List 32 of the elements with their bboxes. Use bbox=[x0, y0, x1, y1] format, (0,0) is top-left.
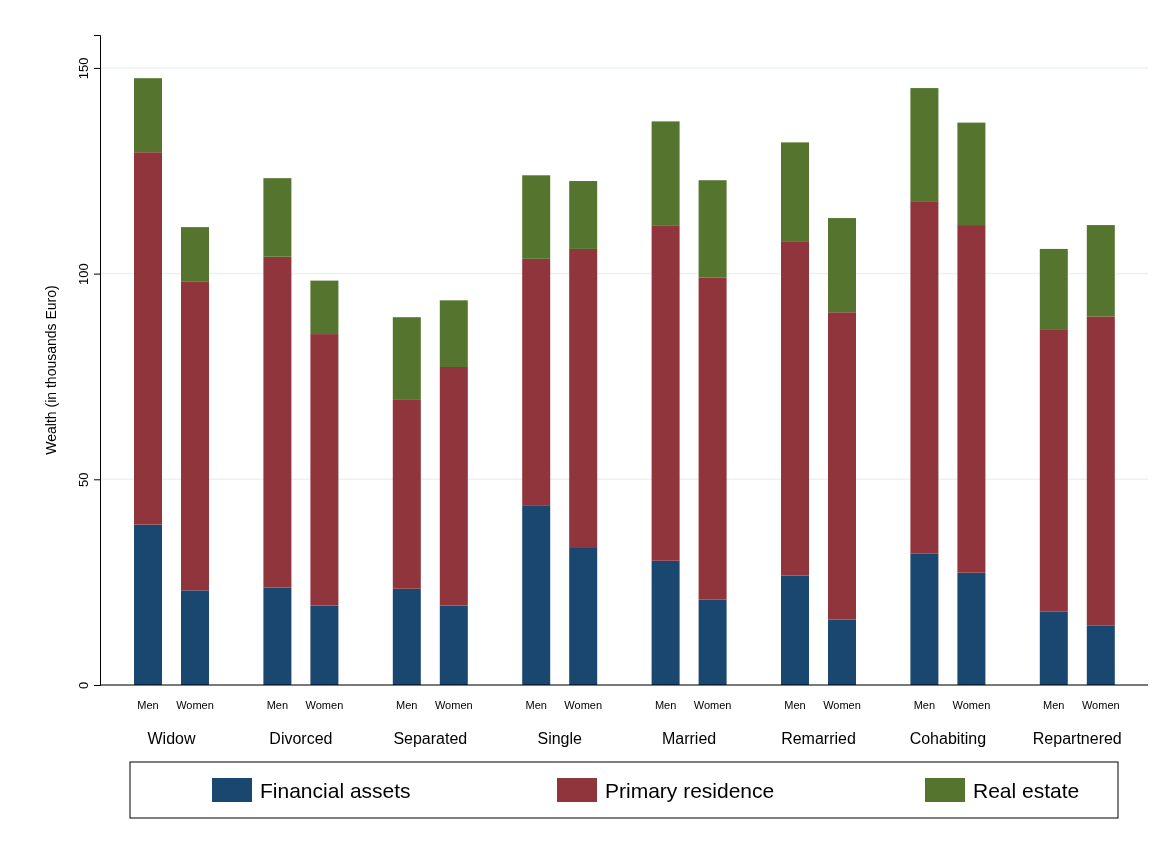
x-tick-label: Women bbox=[693, 699, 732, 711]
x-tick-label: Women bbox=[176, 699, 214, 711]
text: Remarried bbox=[781, 730, 856, 747]
y-tick-label: 50 bbox=[76, 472, 91, 488]
text: Divorced bbox=[269, 730, 333, 747]
text: Separated bbox=[393, 730, 468, 747]
x-tick-label: Men bbox=[137, 699, 159, 711]
x-tick-label: Women bbox=[952, 699, 991, 711]
legend-label: Real estate bbox=[973, 779, 1080, 802]
y-axis-title: Wealth (in thousands Euro) bbox=[43, 285, 59, 455]
x-tick-label: Men bbox=[913, 699, 936, 711]
x-tick-label: Women bbox=[305, 699, 344, 711]
y-tick-label: 100 bbox=[76, 263, 91, 285]
x-tick-label: Men bbox=[525, 699, 547, 711]
x-tick-label: Women bbox=[1081, 699, 1120, 711]
y-tick-label: 0 bbox=[76, 681, 91, 690]
x-tick-label: Women bbox=[823, 699, 861, 711]
x-tick-label: Women bbox=[434, 699, 473, 711]
legend-label: Financial assets bbox=[260, 779, 411, 802]
x-tick-label: Men bbox=[784, 699, 806, 711]
text: Married bbox=[661, 730, 717, 747]
text: Widow bbox=[147, 730, 196, 747]
x-tick-label: Men bbox=[1043, 699, 1065, 711]
legend-label: Primary residence bbox=[605, 779, 775, 802]
text: Cohabiting bbox=[909, 730, 987, 747]
y-tick-label: 150 bbox=[76, 57, 91, 80]
x-tick-label: Men bbox=[266, 699, 289, 711]
text: Repartnered bbox=[1032, 730, 1122, 747]
text: Single bbox=[537, 730, 583, 747]
x-tick-label: Men bbox=[654, 699, 677, 711]
x-tick-label: Women bbox=[564, 699, 603, 711]
x-tick-label: Men bbox=[396, 699, 418, 711]
